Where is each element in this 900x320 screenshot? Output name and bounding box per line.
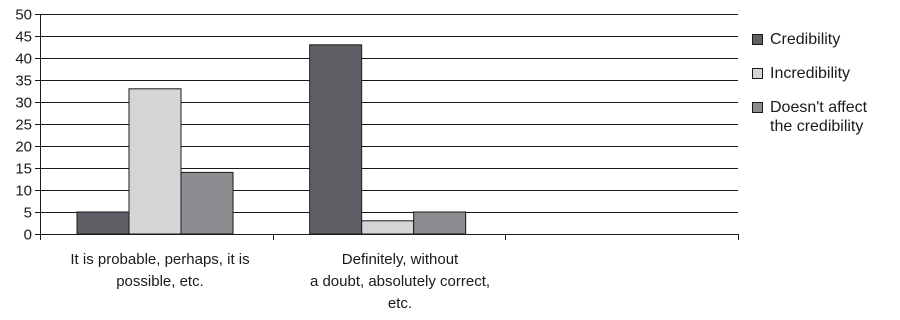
- y-tick-label: 0: [24, 227, 32, 244]
- legend-item-credibility: Credibility: [752, 30, 900, 49]
- bar: [361, 220, 415, 235]
- y-tick-label: 5: [24, 205, 32, 222]
- y-tick-label: 30: [15, 95, 32, 112]
- axes: [40, 14, 739, 240]
- x-category-label: Definitely, without a doubt, absolutely c…: [310, 251, 490, 312]
- legend-label-incredibility: Incredibility: [770, 65, 851, 82]
- y-tick-label: 20: [15, 139, 32, 156]
- bar: [309, 44, 363, 235]
- bar: [76, 211, 130, 235]
- legend-item-incredibility: Incredibility: [752, 64, 900, 83]
- y-tick-label: 40: [15, 51, 32, 68]
- legend-label-no-effect-line-1: Doesn't affect: [770, 99, 868, 116]
- y-tick-label: 45: [15, 29, 32, 46]
- legend-item-no-effect: Doesn't affect the credibility: [752, 98, 900, 136]
- legend-swatch-incredibility: [752, 68, 763, 79]
- y-tick-label: 50: [15, 7, 32, 24]
- legend: Credibility Incredibility Doesn't affect…: [752, 30, 900, 151]
- legend-label-credibility: Credibility: [770, 31, 841, 48]
- legend-label-no-effect-line-2: the credibility: [770, 118, 864, 135]
- x-axis-labels: It is probable, perhaps, it is possible, …: [70, 251, 490, 312]
- y-axis-ticks: 0 5 10 15 20 25 30 35 40 45 50: [15, 7, 40, 244]
- bar: [128, 88, 182, 235]
- legend-swatch-credibility: [752, 34, 763, 45]
- y-tick-label: 15: [15, 161, 32, 178]
- bar: [413, 211, 467, 235]
- legend-swatch-no-effect: [752, 102, 763, 113]
- x-category-label: It is probable, perhaps, it is possible, …: [70, 251, 249, 290]
- y-tick-label: 10: [15, 183, 32, 200]
- bars: [76, 44, 467, 235]
- y-tick-label: 35: [15, 73, 32, 90]
- y-tick-label: 25: [15, 117, 32, 134]
- bar: [180, 171, 234, 235]
